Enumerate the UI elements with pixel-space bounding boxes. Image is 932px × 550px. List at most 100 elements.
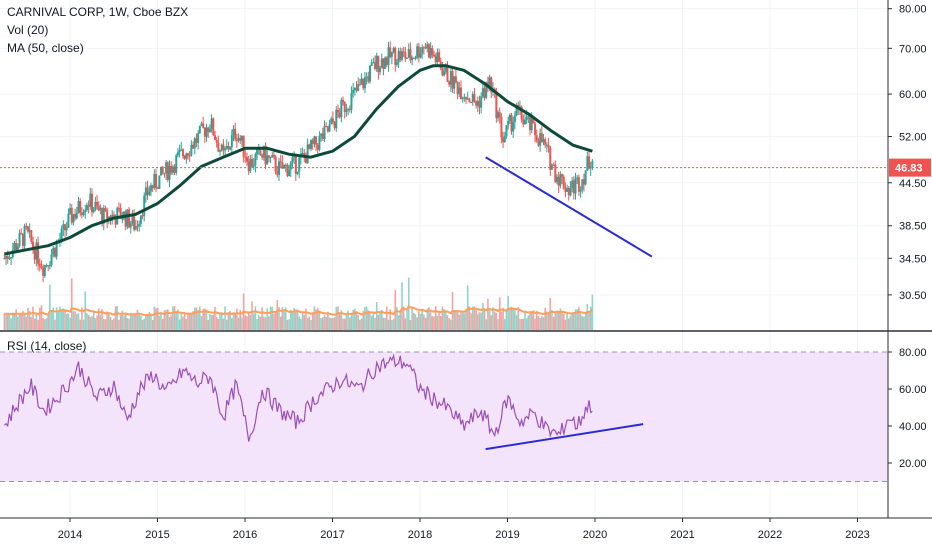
candle-body [331,118,334,123]
volume-bar [456,311,459,330]
candle-body [266,155,269,165]
candle-body [508,114,511,121]
volume-bar [507,295,509,330]
volume-bar [180,313,183,330]
candle-body [311,140,314,144]
ma-legend[interactable]: MA (50, close) [7,41,84,55]
volume-bar [564,319,567,330]
volume-bar [401,282,403,330]
volume-bar [421,308,424,330]
candle-body [89,193,92,207]
candle-body [65,227,68,231]
candle-body [202,123,205,128]
candle-body [443,71,446,76]
volume-bar [330,317,333,330]
candle-body [485,82,488,98]
candle-body [367,76,370,82]
rsi-legend[interactable]: RSI (14, close) [7,337,86,355]
rsi-axis[interactable]: 80.00 60.00 40.00 20.00 [888,347,927,470]
candle-body [454,76,457,83]
candle-body [168,166,171,180]
candle-body [475,101,478,106]
volume-bar [527,315,530,330]
volume-bar [524,310,526,330]
volume-bar [444,311,447,330]
candle-body [220,144,223,151]
candle-body [242,135,245,157]
candle-body [249,159,252,172]
candle-body [148,191,151,195]
candle-body [181,149,184,157]
candle-body [225,146,228,149]
price-tick-label: 44.50 [899,178,927,190]
volume-bar [546,311,548,330]
candle-body [217,142,220,152]
candle-body [197,133,200,143]
candle-body [185,153,188,159]
price-axis[interactable]: 80.00 70.00 60.00 52.00 44.50 38.50 34.50 30.50 [888,4,927,302]
candle-body [389,47,392,57]
candle-body [520,106,523,120]
volume-bar [273,313,275,330]
volume-bar [310,319,312,330]
volume-bar [583,316,585,330]
volume-bar [33,318,36,330]
price-trendline[interactable] [485,156,653,258]
volume-bar [485,319,488,330]
candle-body [79,201,82,213]
symbol-title[interactable]: CARNIVAL CORP, 1W, Cboe BZX [7,5,189,19]
volume-bar [40,305,43,330]
volume-bar [370,315,373,330]
candle-body [67,213,70,228]
volume-bar [217,319,220,330]
candle-body [478,100,481,108]
volume-bar [347,310,349,330]
volume-bar [15,309,17,330]
time-tick-label: 2016 [233,529,257,541]
candle-body [347,109,350,111]
volume-bar [549,297,552,330]
candle-body [303,152,306,156]
candle-body [232,128,235,136]
candle-body [289,162,292,170]
candle-body [424,47,427,49]
rsi-title[interactable]: RSI (14, close) [7,339,87,353]
candle-body [549,147,552,170]
candle-body [433,55,436,57]
rsi-trendline[interactable] [485,423,644,451]
candle-body [156,187,159,189]
volume-bar [327,311,329,330]
candle-body [97,205,100,211]
volume-bar [567,318,570,330]
candle-body [540,133,543,143]
volume-legend[interactable]: Vol (20) [7,23,49,37]
volume-bar [165,310,167,330]
candle-body [294,154,297,174]
volume-bar [436,315,439,330]
candle-body [539,133,542,146]
time-axis[interactable]: 2014 2015 2016 2017 2018 2019 2020 2021 2022 2023 [58,518,870,541]
volume-bar [291,311,294,330]
volume-bar [69,317,71,330]
candle-body [394,47,397,65]
candle-body [144,187,147,196]
candle-body [532,118,535,124]
candle-body [461,98,464,100]
volume-bar [305,308,307,330]
candle-body [427,44,430,58]
candle-body [343,101,346,112]
volume-bar [509,307,511,330]
candle-body [281,162,284,169]
candle-body [473,94,476,102]
volume-bar [569,315,572,330]
candle-body [173,166,176,173]
volume-bar [193,307,196,330]
volume-ma-line [4,304,594,317]
candle-body [490,77,493,93]
candle-body [141,215,144,217]
candle-body [143,195,146,217]
candle-body [426,44,429,49]
candle-body [53,247,56,257]
volume-bar [76,314,78,330]
candle-body [170,166,173,173]
